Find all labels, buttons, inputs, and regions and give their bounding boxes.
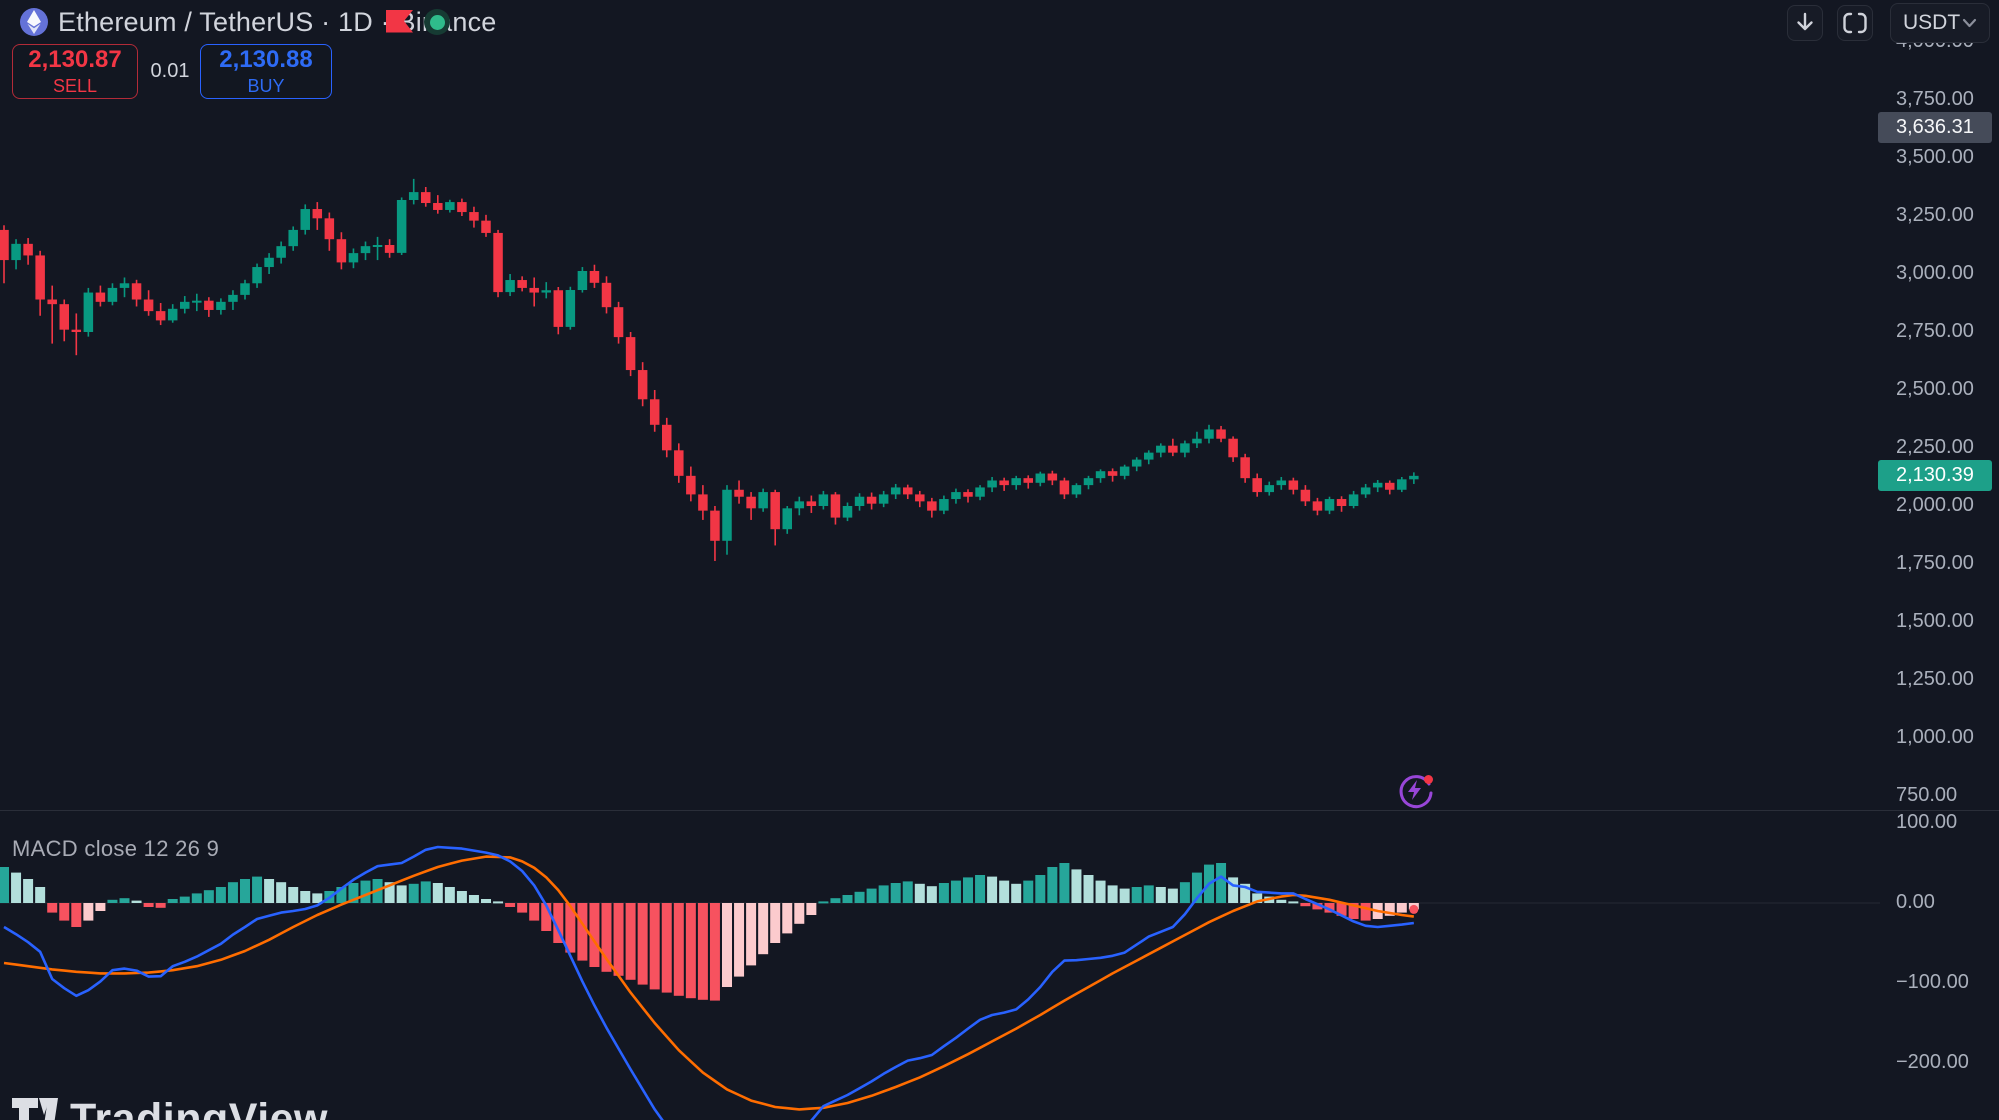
price-axis-label: 3,750.00: [1896, 88, 1974, 110]
spread-value: 0.01: [150, 60, 190, 82]
download-button[interactable]: [1787, 5, 1823, 41]
sell-price: 2,130.87: [28, 45, 122, 73]
price-axis-label: 2,250.00: [1896, 436, 1974, 458]
currency-dropdown[interactable]: USDT: [1890, 3, 1990, 43]
lightning-icon: [1399, 775, 1433, 809]
tradingview-logo-icon: [12, 1098, 58, 1120]
price-level-tag: 3,636.31: [1878, 112, 1992, 143]
flag-icon[interactable]: [386, 10, 413, 38]
quick-trade-button[interactable]: [1394, 769, 1436, 811]
price-axis-label: 3,250.00: [1896, 204, 1974, 226]
fullscreen-button[interactable]: [1837, 5, 1873, 41]
price-axis-label: 3,000.00: [1896, 262, 1974, 284]
alert-dot: [1424, 775, 1433, 784]
macd-axis-label: −100.00: [1896, 971, 1969, 993]
tradingview-logo-text: TradingView: [70, 1095, 328, 1120]
chart-header: Ethereum / TetherUS · 1D · Binance: [0, 0, 1999, 44]
macd-axis-label: −200.00: [1896, 1051, 1969, 1073]
download-icon: [1797, 12, 1813, 31]
frame-icon: [1843, 12, 1867, 34]
macd-axis-label: 0.00: [1896, 891, 1935, 913]
buy-label: BUY: [247, 75, 285, 96]
eth-logo-icon: [20, 8, 48, 36]
macd-axis[interactable]: 100.00 0.00 −100.00 −200.00: [1896, 0, 1999, 1120]
sell-label: SELL: [52, 75, 98, 96]
price-axis-label: 1,500.00: [1896, 610, 1974, 632]
price-axis-label: 3,500.00: [1896, 146, 1974, 168]
sell-button[interactable]: 2,130.87 SELL: [12, 44, 138, 99]
macd-indicator-label[interactable]: MACD close 12 26 9: [12, 836, 220, 861]
currency-value: USDT: [1903, 11, 1961, 34]
market-status-icon[interactable]: [424, 9, 450, 35]
macd-axis-label: 100.00: [1896, 811, 1958, 833]
tradingview-logo[interactable]: TradingView: [12, 1098, 328, 1120]
price-axis-label: 2,000.00: [1896, 494, 1974, 516]
symbol-title[interactable]: Ethereum / TetherUS · 1D · Binance: [58, 7, 497, 37]
price-axis-label: 1,000.00: [1896, 726, 1974, 748]
price-axis-label: 1,750.00: [1896, 552, 1974, 574]
price-axis-label: 2,750.00: [1896, 320, 1974, 342]
price-axis-label: 2,500.00: [1896, 378, 1974, 400]
buy-button[interactable]: 2,130.88 BUY: [200, 44, 332, 99]
last-price-tag: 2,130.39: [1878, 460, 1992, 491]
buy-price: 2,130.88: [219, 45, 313, 73]
chevron-down-icon: [1962, 18, 1977, 28]
pane-divider[interactable]: [0, 810, 1999, 811]
price-axis-label: 750.00: [1896, 784, 1958, 806]
price-axis-label: 1,250.00: [1896, 668, 1974, 690]
